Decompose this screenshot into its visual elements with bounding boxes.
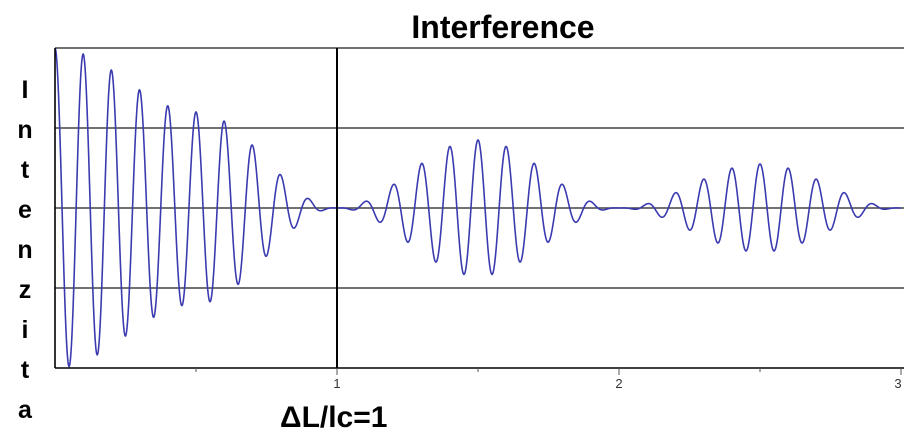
y-axis-label-letter: z <box>19 276 32 304</box>
x-tick-label: 2 <box>615 376 622 391</box>
y-axis-label-letter: n <box>17 236 32 264</box>
y-axis-label-letter: t <box>21 156 30 184</box>
x-tick-label: 1 <box>333 376 340 391</box>
y-axis-label-letter: a <box>18 396 33 424</box>
interference-signal-line <box>54 47 901 368</box>
y-axis-label-letter: t <box>21 356 30 384</box>
y-axis-label-letter: n <box>17 116 32 144</box>
y-axis-label-letter: I <box>22 76 29 104</box>
y-axis-label-letter: i <box>22 316 29 344</box>
x-axis-label: ΔL/lc=1 <box>280 401 387 430</box>
gridlines <box>55 47 904 289</box>
x-axis-ticks: 1 2 3 <box>195 368 902 391</box>
x-tick-label: 3 <box>894 376 901 391</box>
y-axis-label-letter: e <box>18 196 32 224</box>
chart-title: Interference <box>411 9 594 45</box>
